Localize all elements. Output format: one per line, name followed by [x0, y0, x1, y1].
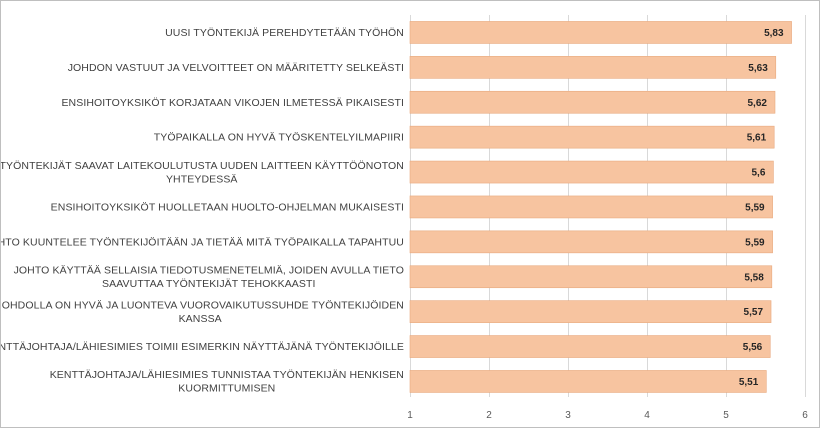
x-tick-label: 2: [486, 410, 492, 421]
bar: [409, 230, 773, 254]
bar-value-label: 5,58: [744, 272, 764, 283]
bar: [409, 195, 773, 219]
category-label: KENTTÄJOHTAJA/LÄHIESIMIES TOIMII ESIMERK…: [1, 341, 404, 353]
x-tick-label: 5: [723, 410, 729, 421]
x-tick-label: 3: [565, 410, 571, 421]
bar-value-label: 5,6: [751, 168, 765, 179]
category-label: TYÖPAIKALLA ON HYVÄ TYÖSKENTELYILMAPIIRI: [154, 132, 404, 144]
x-axis-ticks: 1 2 3 4 5 6: [407, 410, 808, 421]
category-label: KUORMITTUMISEN: [178, 383, 275, 395]
bar: [409, 370, 767, 393]
category-label: ENSIHOITOYKSIKÖT KORJATAAN VIKOJEN ILMET…: [61, 97, 404, 109]
bar: [409, 265, 773, 289]
bar: [409, 300, 772, 323]
bar-value-label: 5,51: [739, 377, 759, 388]
category-label: ENSIHOITOYKSIKÖT HUOLLETAAN HUOLTO-OHJEL…: [51, 201, 404, 213]
bar: [409, 21, 792, 44]
value-labels: 5,83 5,63 5,62 5,61 5,6 5,59 5,59 5,58 5,57 5,56 5…: [739, 28, 784, 388]
bar-value-label: 5,57: [744, 307, 764, 318]
bar: [409, 160, 774, 184]
category-label: SAAVUTTAA TYÖNTEKIJÄT TEHOKKAASTI: [102, 278, 316, 290]
category-label: YHTEYDESSÄ: [166, 173, 238, 185]
bar: [409, 125, 775, 149]
category-label: KENTTÄJOHTAJA/LÄHIESIMIES TUNNISTAA TYÖN…: [50, 369, 404, 381]
category-label: UUSI TYÖNTEKIJÄ PEREHDYTETÄÄN TYÖHÖN: [165, 27, 404, 39]
category-label: JOHTO KUUNTELEE TYÖNTEKIJÖITÄÄN JA TIETÄ…: [1, 236, 404, 248]
x-tick-label: 6: [802, 410, 808, 421]
category-label: JOHDON VASTUUT JA VELVOITTEET ON MÄÄRITE…: [68, 62, 404, 74]
bars: [409, 21, 792, 393]
category-label: JOHDOLLA ON HYVÄ JA LUONTEVA VUOROVAIKUT…: [1, 299, 404, 311]
category-label: TYÖNTEKIJÄT SAAVAT LAITEKOULUTUSTA UUDEN…: [1, 160, 404, 172]
bar-value-label: 5,56: [743, 342, 763, 353]
x-tick-label: 4: [644, 410, 650, 421]
x-tick-label: 1: [407, 410, 413, 421]
category-label: JOHTO KÄYTTÄÄ SELLAISIA TIEDOTUSMENETELM…: [14, 265, 404, 277]
bar-value-label: 5,63: [748, 63, 768, 74]
bar: [409, 335, 771, 358]
bar-value-label: 5,61: [747, 133, 767, 144]
bar: [409, 90, 776, 114]
bar: [409, 56, 777, 79]
category-label: KANSSA: [179, 313, 222, 325]
bar-value-label: 5,62: [748, 98, 768, 109]
bar-value-label: 5,59: [745, 237, 765, 248]
bar-value-label: 5,83: [764, 28, 784, 39]
category-labels: UUSI TYÖNTEKIJÄ PEREHDYTETÄÄN TYÖHÖN JOHD…: [1, 27, 404, 395]
bar-value-label: 5,59: [745, 202, 765, 213]
